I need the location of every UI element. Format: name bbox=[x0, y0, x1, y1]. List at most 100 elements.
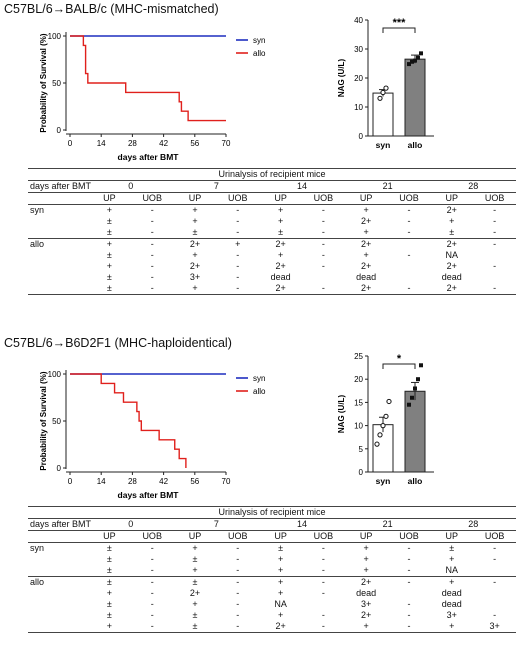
y-tick-label: 25 bbox=[354, 352, 363, 361]
table-cell: - bbox=[473, 238, 517, 250]
x-tick-label: syn bbox=[376, 476, 391, 486]
blank-cell bbox=[28, 192, 88, 205]
table-cell: 2+ bbox=[430, 238, 474, 250]
data-point bbox=[386, 398, 392, 405]
sub-header-uob: UOB bbox=[301, 530, 345, 543]
table-cell: - bbox=[236, 543, 240, 553]
table-cell: 2+ bbox=[361, 261, 372, 271]
table-cell: - bbox=[321, 554, 325, 564]
x-tick-label: 14 bbox=[97, 139, 106, 148]
sub-header-up: UP bbox=[430, 192, 474, 205]
significance-label: * bbox=[397, 353, 402, 365]
urinalysis-table: Urinalysis of recipient mice days after B… bbox=[28, 168, 517, 295]
y-tick-label: 0 bbox=[359, 468, 364, 477]
table-cell: - bbox=[150, 554, 154, 564]
table-cell: - bbox=[473, 576, 517, 588]
table-cell bbox=[473, 250, 516, 261]
x-tick-label: allo bbox=[408, 140, 423, 150]
x-tick-label: 56 bbox=[190, 477, 199, 486]
y-tick-label: 10 bbox=[354, 422, 363, 431]
table-cell: - bbox=[130, 238, 174, 250]
group-label bbox=[28, 599, 88, 610]
table-cell: - bbox=[321, 588, 325, 598]
table-cell: 2+ bbox=[446, 205, 457, 215]
x-tick-label: 70 bbox=[222, 139, 231, 148]
table-cell: - bbox=[236, 216, 240, 226]
table-row: ± - + -2+ -2+ -2+ - bbox=[28, 283, 517, 295]
data-point bbox=[377, 95, 383, 101]
x-tick-label: 70 bbox=[222, 477, 231, 486]
table-cell bbox=[387, 238, 431, 250]
x-axis-label: days after BMT bbox=[118, 152, 180, 162]
sub-header-up: UP bbox=[344, 192, 388, 205]
table-cell: - bbox=[236, 565, 240, 575]
table-cell: 2+ bbox=[275, 261, 286, 271]
table-cell: dead bbox=[441, 272, 462, 282]
table-cell: - bbox=[407, 227, 411, 237]
table-cell: 3+ bbox=[361, 599, 372, 609]
sub-header-up: UP bbox=[259, 192, 302, 205]
table-cell bbox=[388, 272, 431, 283]
table-cell: - bbox=[301, 238, 345, 250]
table-cell bbox=[388, 261, 431, 272]
significance-label: *** bbox=[393, 17, 407, 29]
table-cell: + bbox=[173, 283, 217, 295]
data-point bbox=[416, 377, 420, 382]
sub-header-uob: UOB bbox=[216, 530, 260, 543]
table-cell: ± bbox=[192, 554, 198, 564]
table-cell: - bbox=[321, 543, 325, 553]
table-cell: - bbox=[236, 588, 240, 598]
y-axis-label: Probability of Survival (%) bbox=[39, 371, 48, 470]
table-cell: - bbox=[150, 216, 154, 226]
table-cell: + bbox=[106, 205, 113, 215]
y-tick-label: 5 bbox=[359, 445, 364, 454]
table-row: + - ± -2+ - + - +3+ bbox=[28, 621, 517, 633]
table-cell: 2+ bbox=[430, 283, 474, 295]
table-cell bbox=[473, 565, 516, 577]
table-cell: ± bbox=[106, 250, 112, 260]
day-header: 0 bbox=[88, 180, 174, 193]
table-cell: - bbox=[387, 283, 431, 295]
table-cell: - bbox=[150, 250, 154, 260]
table-cell: - bbox=[301, 621, 345, 633]
group-label bbox=[28, 216, 88, 227]
sub-header-uob: UOB bbox=[387, 530, 431, 543]
sub-header-uob: UOB bbox=[130, 530, 174, 543]
day-header: 0 bbox=[88, 518, 174, 531]
legend-label-syn: syn bbox=[253, 374, 265, 383]
table-cell: + bbox=[449, 216, 455, 226]
sub-header-up: UP bbox=[173, 192, 217, 205]
table-row: ± - + - + - + - NA bbox=[28, 565, 516, 577]
table-cell: - bbox=[321, 610, 325, 620]
blank-cell bbox=[28, 530, 88, 543]
table-cell: - bbox=[473, 283, 517, 295]
sub-header-uob: UOB bbox=[130, 192, 174, 205]
table-cell: dead bbox=[356, 272, 377, 282]
data-point bbox=[407, 402, 411, 407]
table-row: allo ± - ± - + -2+ - + - bbox=[28, 576, 517, 588]
nag-bar-chart: 0 10 20 30 40 NAG (U/L) syn allo *** bbox=[337, 16, 434, 150]
table-cell: - bbox=[321, 261, 325, 271]
table-cell: + bbox=[363, 227, 369, 237]
y-tick-label: 15 bbox=[354, 398, 363, 407]
group-label bbox=[28, 250, 88, 261]
table-cell: 2+ bbox=[259, 283, 302, 295]
table-cell: - bbox=[150, 599, 154, 609]
y-tick-label: 50 bbox=[52, 79, 61, 88]
table-row: allo + -2+ +2+ -2+ 2+ - bbox=[28, 238, 517, 250]
table-cell: ± bbox=[173, 576, 217, 588]
data-point bbox=[416, 55, 420, 60]
data-point bbox=[374, 441, 380, 447]
y-tick-label: 40 bbox=[354, 16, 363, 25]
group-label bbox=[28, 272, 88, 283]
sub-header-up: UP bbox=[173, 530, 217, 543]
table-cell: - bbox=[493, 543, 497, 553]
group-label: allo bbox=[28, 576, 88, 588]
urinalysis-table: Urinalysis of recipient mice days after B… bbox=[28, 506, 517, 633]
table-cell: - bbox=[236, 205, 240, 215]
table-cell: + bbox=[277, 554, 284, 564]
y-tick-label: 20 bbox=[354, 375, 363, 384]
table-cell: 2+ bbox=[173, 238, 217, 250]
table-cell: - bbox=[236, 599, 240, 609]
table-cell: ± bbox=[449, 227, 455, 237]
